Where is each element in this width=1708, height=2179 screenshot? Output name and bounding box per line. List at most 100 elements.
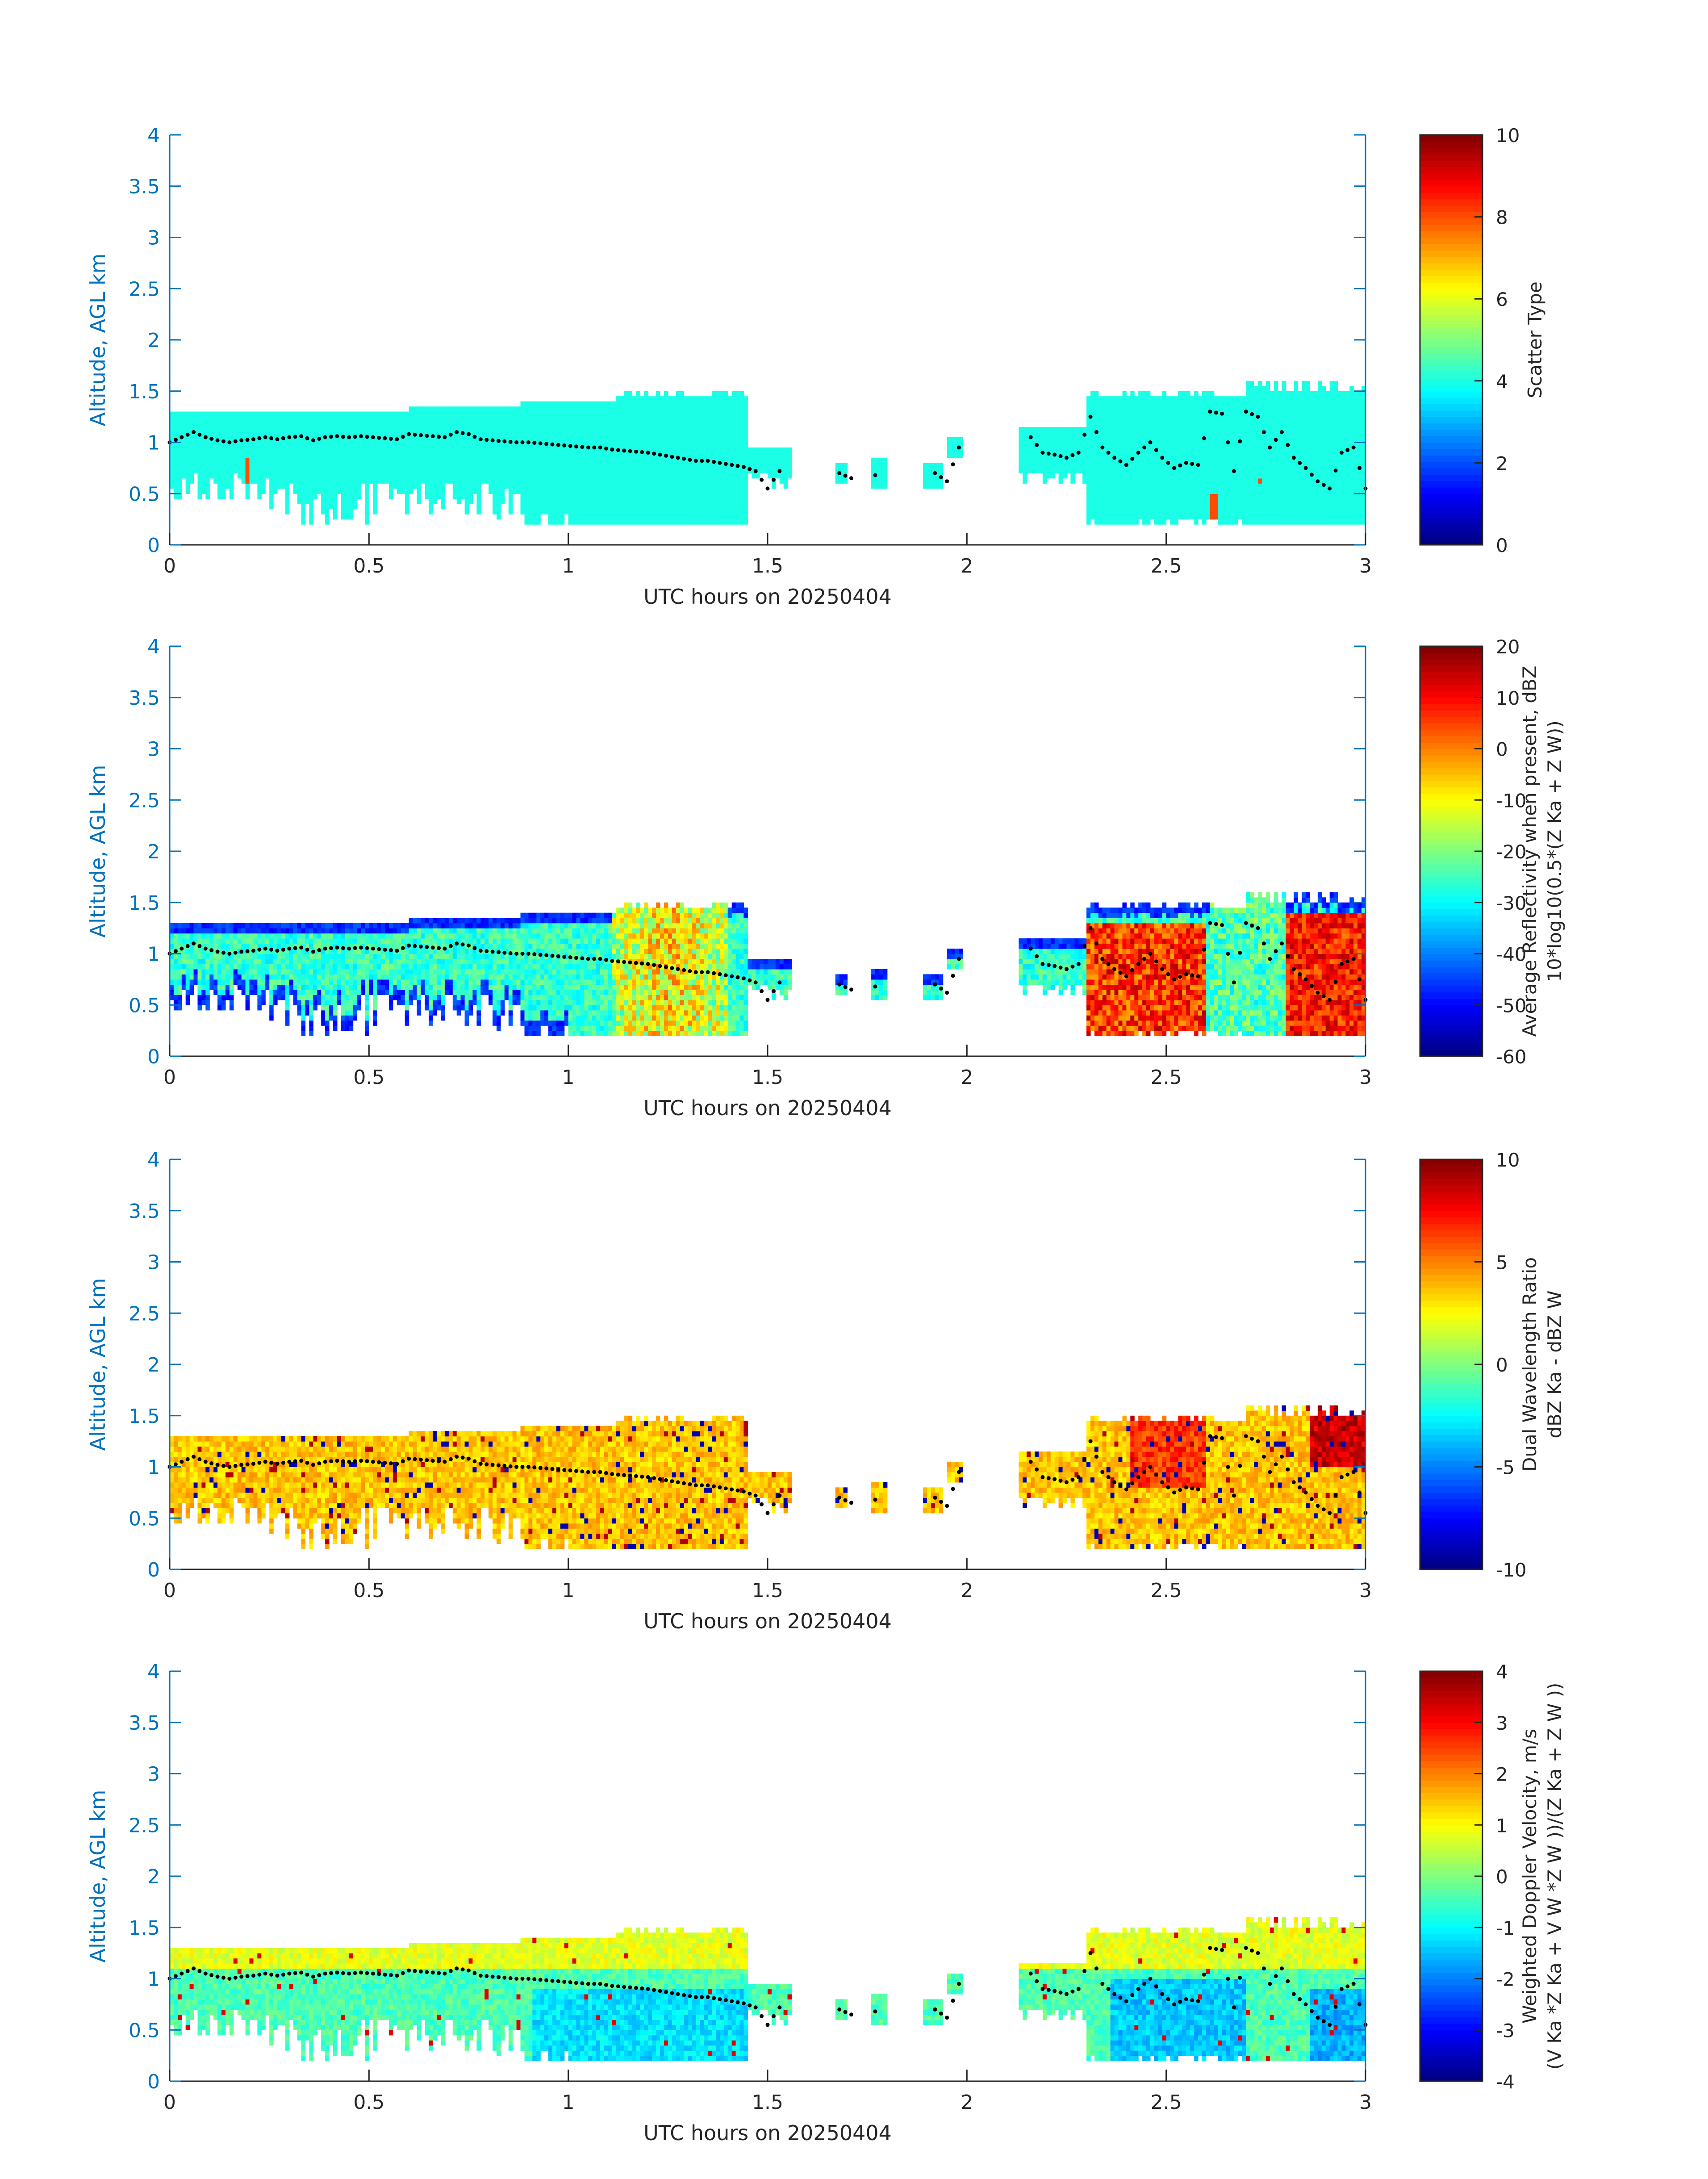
heatmap-cell — [1286, 411, 1290, 417]
heatmap-cell — [293, 437, 298, 443]
heatmap-cell — [1194, 468, 1199, 473]
heatmap-cell — [460, 442, 465, 448]
heatmap-cell — [572, 488, 577, 494]
heatmap-cell — [1341, 498, 1346, 504]
heatmap-cell — [1114, 432, 1119, 438]
heatmap-cell — [389, 483, 393, 489]
heatmap-cell — [361, 457, 365, 463]
heatmap-cell — [1066, 442, 1071, 448]
heatmap-cell — [329, 437, 334, 443]
heatmap-cell — [1306, 463, 1310, 468]
heatmap-cell — [532, 478, 537, 484]
heatmap-cell — [500, 422, 505, 427]
heatmap-cell — [1166, 504, 1171, 510]
heatmap-cell — [735, 498, 740, 504]
heatmap-cell — [221, 478, 226, 484]
heatmap-cell — [497, 448, 501, 453]
heatmap-cell — [931, 468, 935, 473]
heatmap-cell — [369, 422, 373, 427]
heatmap-cell — [576, 427, 580, 433]
heatmap-cell — [1246, 473, 1250, 479]
heatmap-cell — [1270, 411, 1274, 417]
heatmap-cell — [696, 452, 700, 458]
heatmap-cell — [692, 514, 696, 520]
heatmap-cell — [588, 427, 593, 433]
heatmap-cell — [676, 494, 681, 499]
heatmap-cell — [1298, 452, 1302, 458]
heatmap-cell — [1158, 417, 1163, 422]
heatmap-cell — [1058, 442, 1063, 448]
heatmap-cell — [281, 427, 286, 433]
heatmap-cell — [1039, 463, 1043, 468]
heatmap-cell — [648, 483, 652, 489]
heatmap-cell — [1190, 427, 1194, 433]
heatmap-cell — [723, 473, 728, 479]
heatmap-cell — [1130, 422, 1135, 427]
heatmap-cell — [612, 498, 617, 504]
heatmap-cell — [1314, 406, 1318, 412]
heatmap-cell — [444, 406, 449, 412]
heatmap-cell — [652, 494, 656, 499]
heatmap-cell — [1238, 452, 1242, 458]
heatmap-cell — [173, 463, 178, 468]
heatmap-cell — [321, 494, 326, 499]
heatmap-cell — [197, 468, 202, 473]
heatmap-cell — [1294, 386, 1298, 392]
heatmap-cell — [556, 457, 561, 463]
heatmap-cell — [1218, 422, 1223, 427]
heatmap-cell — [377, 452, 381, 458]
heatmap-cell — [441, 457, 445, 463]
heatmap-cell — [421, 478, 425, 484]
heatmap-cell — [1282, 463, 1286, 468]
heatmap-cell — [1098, 422, 1103, 427]
heatmap-cell — [883, 463, 888, 468]
heatmap-cell — [676, 406, 681, 412]
heatmap-cell — [1258, 457, 1262, 463]
heatmap-cell — [536, 478, 541, 484]
heatmap-cell — [313, 473, 317, 479]
heatmap-cell — [1090, 494, 1095, 499]
heatmap-cell — [177, 488, 182, 494]
heatmap-cell — [1210, 463, 1215, 468]
heatmap-cell — [504, 448, 509, 453]
heatmap-cell — [1337, 509, 1342, 514]
heatmap-cell — [1294, 422, 1298, 427]
heatmap-cell — [405, 457, 409, 463]
heatmap-cell — [727, 401, 732, 407]
heatmap-cell — [353, 468, 358, 473]
heatmap-cell — [1102, 457, 1107, 463]
heatmap-cell — [401, 437, 405, 443]
heatmap-cell — [1178, 422, 1182, 427]
heatmap-cell — [1278, 422, 1282, 427]
heatmap-cell — [536, 468, 541, 473]
heatmap-cell — [472, 468, 477, 473]
heatmap-cell — [1190, 448, 1194, 453]
heatmap-cell — [177, 448, 182, 453]
heatmap-cell — [181, 432, 186, 438]
heatmap-cell — [540, 494, 545, 499]
heatmap-cell — [345, 509, 350, 514]
heatmap-cell — [1206, 504, 1211, 510]
heatmap-cell — [640, 432, 644, 438]
heatmap-cell — [425, 488, 429, 494]
heatmap-cell — [1098, 432, 1103, 438]
heatmap-cell — [1130, 396, 1135, 402]
heatmap-cell — [1042, 452, 1047, 458]
heatmap-cell — [456, 411, 461, 417]
heatmap-cell — [931, 473, 935, 479]
heatmap-cell — [735, 432, 740, 438]
heatmap-cell — [1182, 432, 1186, 438]
heatmap-cell — [548, 401, 553, 407]
heatmap-cell — [552, 498, 557, 504]
heatmap-cell — [1341, 494, 1346, 499]
heatmap-cell — [528, 468, 533, 473]
heatmap-cell — [1222, 422, 1227, 427]
heatmap-cell — [576, 448, 580, 453]
heatmap-cell — [1090, 478, 1095, 484]
heatmap-cell — [508, 457, 513, 463]
heatmap-cell — [1321, 498, 1326, 504]
heatmap-cell — [1142, 391, 1147, 397]
heatmap-cell — [680, 432, 685, 438]
heatmap-cell — [1261, 494, 1266, 499]
heatmap-cell — [1054, 427, 1059, 433]
